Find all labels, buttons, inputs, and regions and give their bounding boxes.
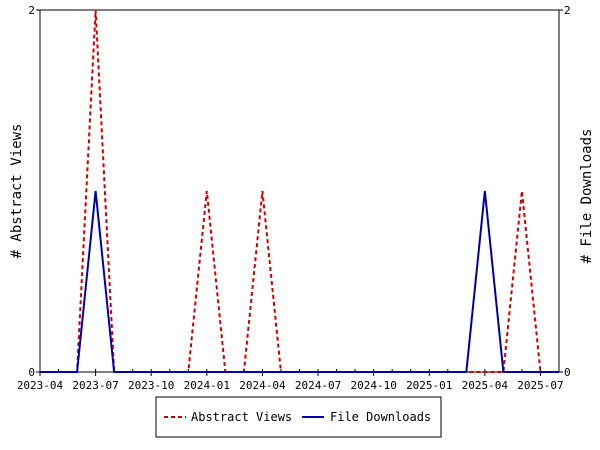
x-tick-label: 2024-07 [295, 379, 341, 392]
x-tick-label: 2023-07 [72, 379, 118, 392]
y-axis-right-title: # File Downloads [579, 129, 595, 264]
series-lines [40, 9, 559, 373]
series-line-file-downloads [40, 190, 559, 373]
legend-label-abstract-views: Abstract Views [191, 410, 292, 424]
legend-box [155, 396, 442, 438]
legend: Abstract Views File Downloads [155, 396, 442, 438]
y-tick-label-right: 0 [564, 366, 571, 379]
y-axis: 0 2 0 2 [28, 4, 570, 379]
x-tick-label: 2024-04 [239, 379, 286, 392]
plot-frame [39, 9, 560, 373]
x-tick-label: 2024-01 [184, 379, 230, 392]
x-tick-label: 2025-07 [517, 379, 563, 392]
x-tick-label: 2023-04 [17, 379, 64, 392]
x-tick-label: 2025-04 [462, 379, 509, 392]
y-tick-label-left: 2 [28, 4, 35, 17]
x-tick-label: 2024-10 [350, 379, 396, 392]
y-axis-left-title: # Abstract Views [9, 124, 25, 259]
y-tick-label-left: 0 [28, 366, 35, 379]
series-line-abstract-views [40, 9, 559, 373]
legend-label-file-downloads: File Downloads [330, 410, 431, 424]
y-tick-label-right: 2 [564, 4, 571, 17]
x-tick-label: 2023-10 [128, 379, 174, 392]
x-tick-label: 2025-01 [406, 379, 452, 392]
